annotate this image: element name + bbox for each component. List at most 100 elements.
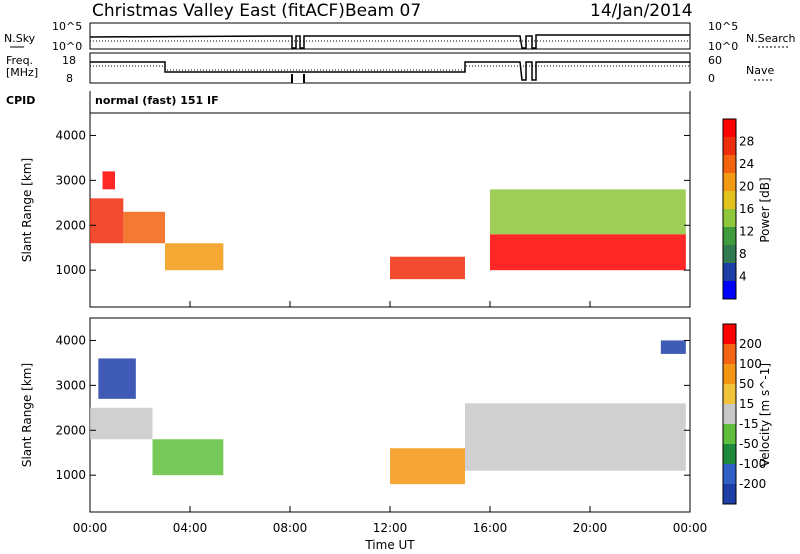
power-colorbar-seg-5: [723, 209, 736, 228]
nave-trace: [90, 65, 690, 71]
velocity-region-2: [152, 439, 224, 476]
velocity-colorbar-tick-1: 100: [739, 357, 762, 371]
nsky-panel: [89, 22, 691, 50]
power-yticks: 4000 3000 2000 1000: [55, 128, 690, 277]
power-region-1: [102, 171, 115, 190]
nsearch-tick-bottom: 10^0: [708, 40, 738, 53]
velocity-ytick-label-0: 4000: [55, 333, 86, 347]
power-colorbar-frame: [722, 118, 737, 300]
freq-unit-label: [MHz]: [6, 66, 38, 79]
velocity-region-0: [98, 358, 136, 399]
power-colorbar-seg-4: [723, 191, 736, 210]
power-colorbar-seg-6: [723, 227, 736, 246]
freq-tick-bottom: 8: [66, 72, 73, 85]
power-colorbar-tick-6: 4: [739, 270, 747, 284]
velocity-colorbar-seg-1: [723, 344, 736, 365]
x-axis-ticks: 00:00 04:00 08:00 12:00 16:00 20:00 00:00: [73, 301, 708, 535]
power-colorbar-tick-5: 8: [739, 247, 747, 261]
power-colorbar-tick-4: 12: [739, 225, 754, 239]
freq-panel: [89, 52, 691, 84]
x-tick-label-4: 16:00: [473, 521, 508, 535]
nsearch-tick-top: 10^5: [708, 20, 738, 33]
velocity-regions: [90, 340, 686, 485]
power-colorbar-seg-3: [723, 173, 736, 192]
power-colorbar-tick-3: 16: [739, 202, 754, 216]
velocity-colorbar-seg-4: [723, 404, 736, 425]
freq-label: Freq.: [6, 54, 33, 67]
power-colorbar-tick-1: 24: [739, 157, 754, 171]
power-colorbar-seg-1: [723, 137, 736, 156]
power-colorbar-seg-9: [723, 281, 736, 300]
power-region-4: [390, 256, 465, 280]
velocity-colorbar-tick-7: -200: [739, 477, 766, 491]
power-panel: Slant Range [km] 4000 3000 2000 1000 28 24 20…: [20, 112, 772, 308]
velocity-ytick-label-3: 1000: [55, 468, 86, 482]
power-colorbar-seg-7: [723, 245, 736, 264]
velocity-yticks: 4000 3000 2000 1000: [55, 333, 690, 482]
velocity-colorbar-seg-8: [723, 484, 736, 505]
x-tick-label-3: 12:00: [373, 521, 408, 535]
power-regions: [90, 171, 686, 280]
date-title: 14/Jan/2014: [590, 1, 693, 21]
velocity-ytick-label-1: 3000: [55, 378, 86, 392]
velocity-colorbar-seg-7: [723, 464, 736, 485]
x-tick-label-6: 00:00: [673, 521, 708, 535]
power-region-5: [490, 234, 686, 271]
velocity-panel: Slant Range [km] 4000 3000 2000 1000 200 100…: [20, 317, 772, 513]
cpid-label: CPID: [6, 94, 35, 107]
velocity-colorbar-seg-3: [723, 384, 736, 405]
nsearch-label: N.Search: [746, 32, 796, 45]
velocity-colorbar-tick-4: -15: [739, 417, 759, 431]
velocity-region-3: [390, 448, 465, 485]
velocity-colorbar-tick-0: 200: [739, 337, 762, 351]
velocity-colorbar-tick-6: -100: [739, 457, 766, 471]
power-ylabel: Slant Range [km]: [20, 158, 34, 262]
velocity-colorbar: 200 100 50 15 -15 -50 -100 -200: [722, 323, 766, 505]
nave-tick-bottom: 0: [708, 72, 715, 85]
power-ytick-label-1: 3000: [55, 173, 86, 187]
nsky-trace: [89, 34, 690, 49]
velocity-colorbar-seg-6: [723, 444, 736, 465]
velocity-ytick-label-2: 2000: [55, 423, 86, 437]
nsky-tick-top: 10^5: [52, 20, 82, 33]
cpid-value: normal (fast) 151 IF: [95, 94, 219, 107]
velocity-colorbar-seg-5: [723, 424, 736, 445]
power-region-3: [165, 243, 224, 271]
velocity-colorbar-seg-0: [723, 324, 736, 345]
power-colorbar: 28 24 20 16 12 8 4: [722, 118, 754, 300]
freq-trace: [90, 61, 690, 81]
power-region-2: [123, 211, 165, 244]
freq-tick-top: 18: [62, 54, 76, 67]
nsky-tick-bottom: 10^0: [52, 40, 82, 53]
velocity-colorbar-tick-3: 15: [739, 397, 754, 411]
x-tick-label-0: 00:00: [73, 521, 108, 535]
power-colorbar-seg-2: [723, 155, 736, 174]
nsky-label: N.Sky: [4, 32, 36, 45]
power-colorbar-seg-8: [723, 263, 736, 282]
power-colorbar-tick-2: 20: [739, 180, 754, 194]
power-colorbar-seg-0: [723, 119, 736, 138]
nave-tick-top: 60: [708, 54, 722, 67]
power-colorbar-tick-0: 28: [739, 135, 754, 149]
beam-title: Beam 07: [345, 1, 421, 21]
velocity-colorbar-tick-2: 50: [739, 377, 754, 391]
x-axis-label: Time UT: [364, 538, 415, 552]
velocity-colorbar-tick-5: -50: [739, 437, 759, 451]
freq-gap: [292, 74, 304, 83]
velocity-region-4: [465, 403, 686, 471]
velocity-colorbar-seg-2: [723, 364, 736, 385]
velocity-colorbar-label: Velocity [m s^-1]: [758, 363, 772, 467]
power-colorbar-label: Power [dB]: [758, 177, 772, 242]
power-ytick-label-0: 4000: [55, 128, 86, 142]
x-tick-label-5: 20:00: [573, 521, 608, 535]
power-ytick-label-3: 1000: [55, 263, 86, 277]
x-tick-label-2: 08:00: [273, 521, 308, 535]
x-tick-label-1: 04:00: [173, 521, 208, 535]
power-region-0: [90, 198, 124, 244]
power-region-6: [490, 189, 686, 235]
velocity-region-5: [660, 340, 686, 354]
nave-label: Nave: [746, 64, 774, 77]
station-title: Christmas Valley East (fitACF): [92, 1, 345, 21]
velocity-region-1: [90, 407, 153, 440]
